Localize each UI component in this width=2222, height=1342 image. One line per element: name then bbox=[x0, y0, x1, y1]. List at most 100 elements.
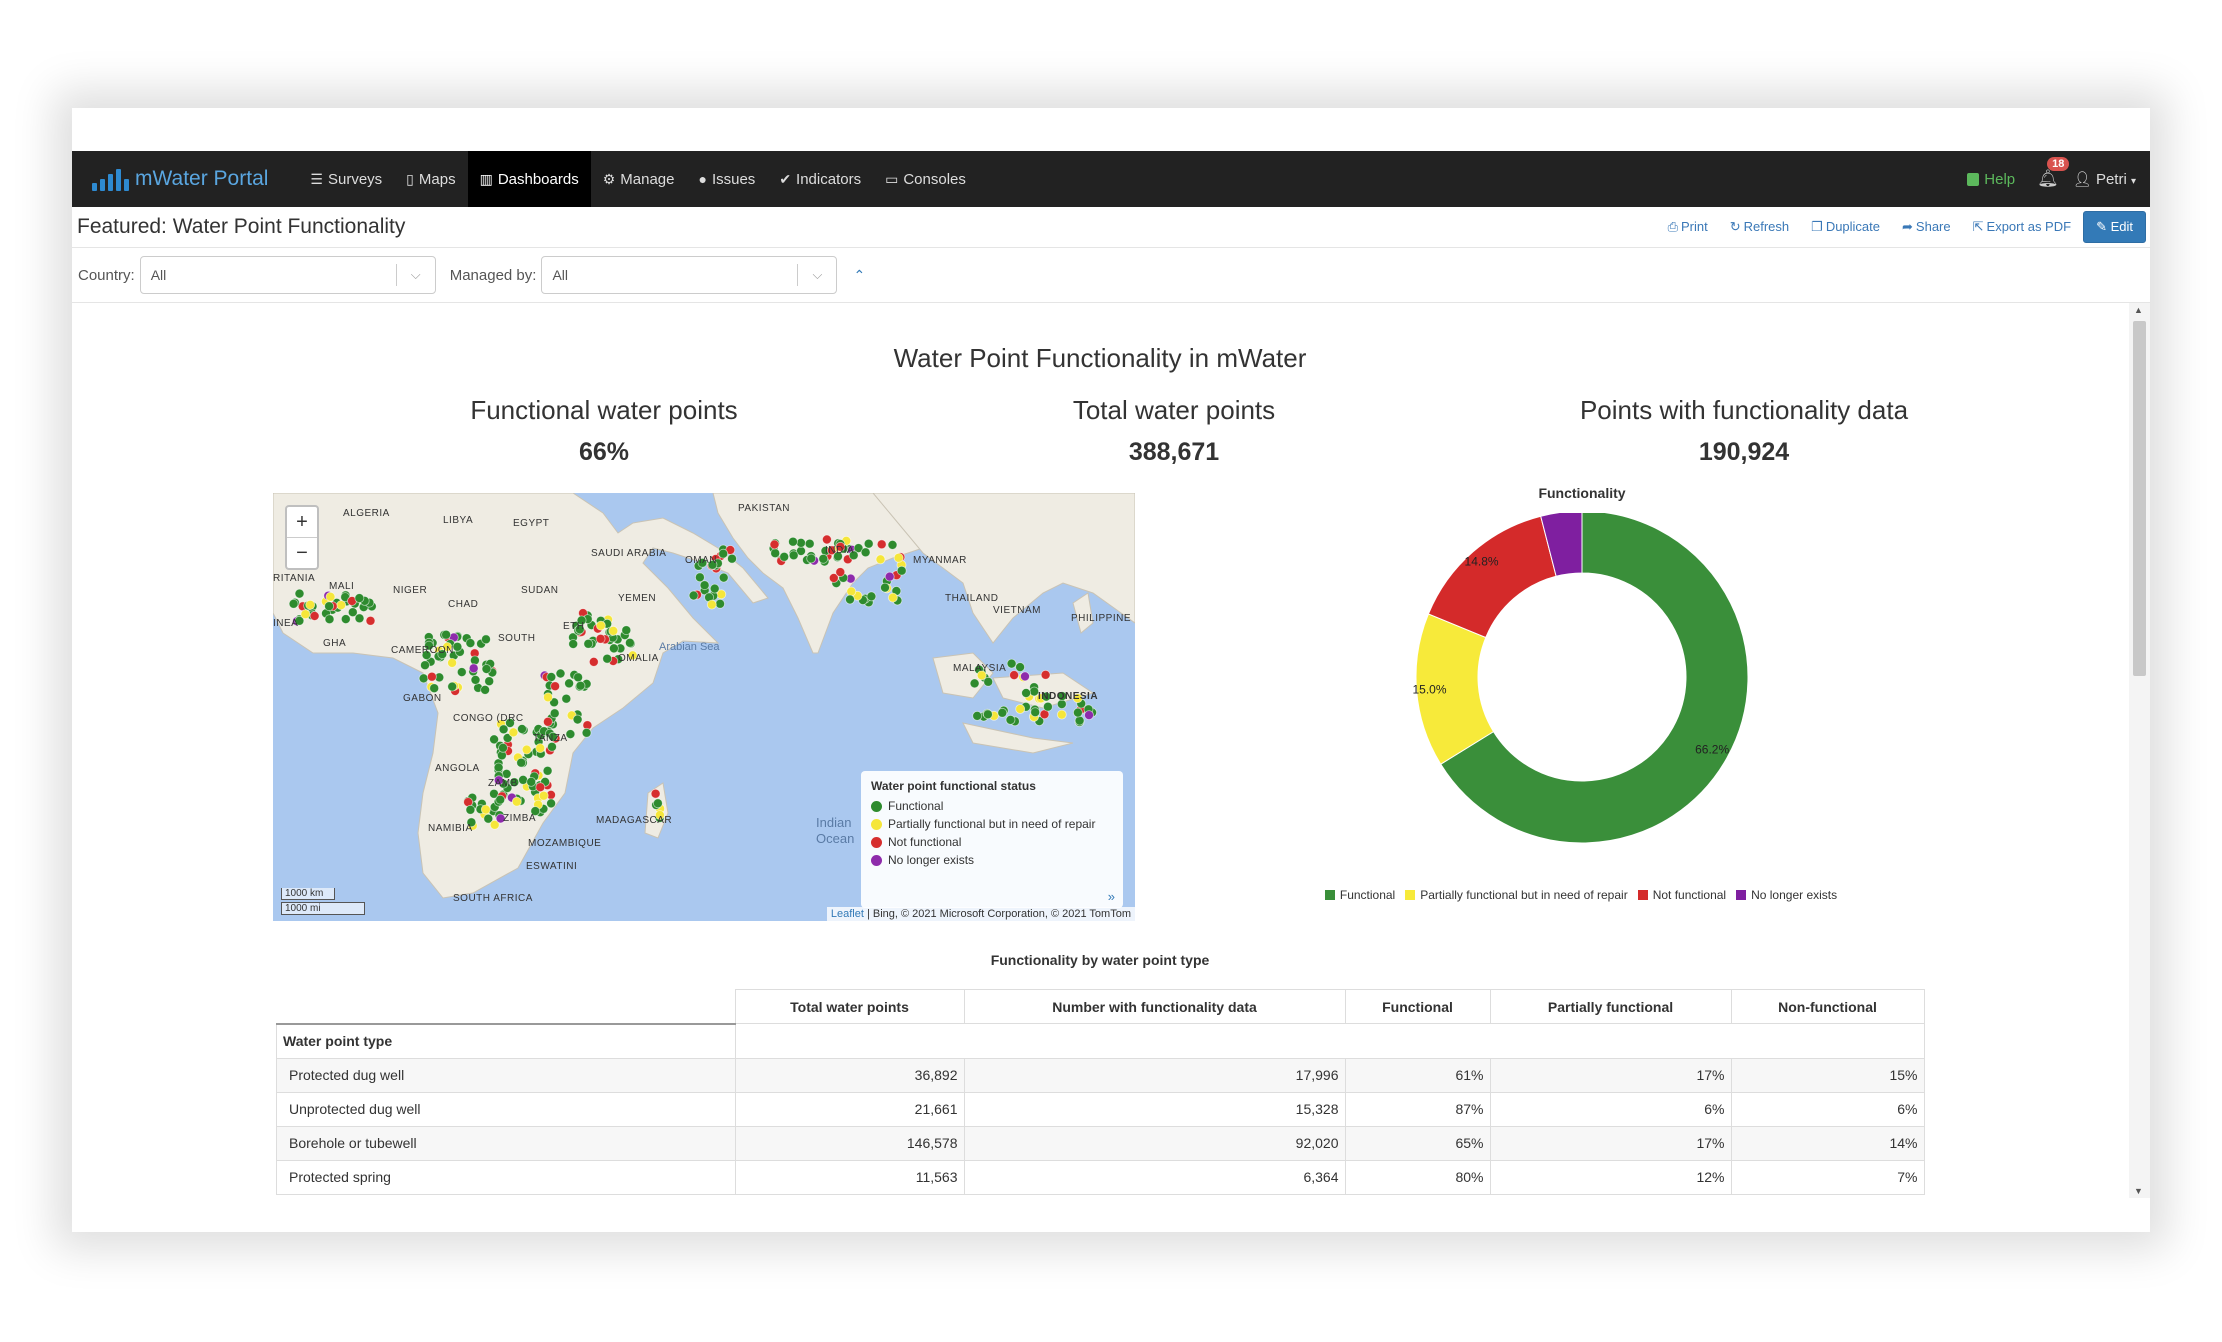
map-point[interactable] bbox=[429, 683, 440, 694]
map-point[interactable] bbox=[424, 640, 434, 651]
map-point[interactable] bbox=[468, 663, 479, 674]
map-point[interactable] bbox=[983, 676, 994, 687]
map-point[interactable] bbox=[997, 707, 1008, 718]
map-point[interactable] bbox=[884, 571, 895, 582]
map-point[interactable] bbox=[788, 536, 798, 547]
map-point[interactable] bbox=[1073, 707, 1083, 718]
map-point[interactable] bbox=[572, 714, 583, 725]
map-point[interactable] bbox=[796, 538, 806, 548]
slice-functional[interactable] bbox=[1440, 510, 1749, 844]
table-header[interactable]: Functional bbox=[1344, 989, 1491, 1024]
map-point[interactable] bbox=[608, 643, 619, 654]
map-point[interactable] bbox=[288, 598, 299, 609]
map-point[interactable] bbox=[325, 591, 336, 602]
map-point[interactable] bbox=[688, 590, 699, 601]
map-point[interactable] bbox=[880, 582, 890, 593]
content-scrollbar[interactable]: ▲ ▼ bbox=[2129, 303, 2150, 1198]
map-point[interactable] bbox=[480, 684, 491, 695]
map-point[interactable] bbox=[542, 716, 553, 727]
map-point[interactable] bbox=[530, 806, 541, 817]
map-point[interactable] bbox=[1041, 691, 1052, 702]
map-point[interactable] bbox=[694, 572, 705, 583]
map-point[interactable] bbox=[305, 599, 316, 610]
map-point[interactable] bbox=[650, 788, 661, 799]
map-point[interactable] bbox=[481, 664, 492, 674]
map-point[interactable] bbox=[518, 774, 529, 785]
map-point[interactable] bbox=[652, 798, 663, 809]
map-point[interactable] bbox=[548, 731, 558, 742]
map-point[interactable] bbox=[1084, 710, 1094, 721]
map-point[interactable] bbox=[354, 613, 365, 624]
map-point[interactable] bbox=[818, 553, 829, 564]
map-point[interactable] bbox=[699, 580, 710, 591]
map-point[interactable] bbox=[828, 573, 839, 583]
map-point[interactable] bbox=[1021, 688, 1031, 698]
map-point[interactable] bbox=[1006, 658, 1017, 669]
map-point[interactable] bbox=[697, 557, 708, 568]
slice-no-longer-exists[interactable] bbox=[1540, 510, 1583, 577]
map-point[interactable] bbox=[1056, 709, 1067, 720]
nav-issues[interactable]: ● Issues bbox=[686, 151, 767, 207]
map-point[interactable] bbox=[324, 614, 335, 625]
map-point[interactable] bbox=[535, 782, 546, 793]
map-point[interactable] bbox=[969, 678, 980, 689]
map-point[interactable] bbox=[420, 660, 430, 671]
nav-maps[interactable]: ▯ Maps bbox=[394, 151, 467, 207]
nav-manage[interactable]: ⚙ Manage bbox=[591, 151, 687, 207]
map-point[interactable] bbox=[715, 598, 726, 609]
map-point[interactable] bbox=[421, 650, 432, 661]
print-button[interactable]: ⎙ Print bbox=[1668, 219, 1708, 235]
map-point[interactable] bbox=[833, 551, 843, 562]
map-point[interactable] bbox=[564, 678, 575, 689]
map-point[interactable] bbox=[309, 611, 320, 621]
nav-surveys[interactable]: ☰ Surveys bbox=[298, 151, 394, 207]
table-header[interactable]: Number with functionality data bbox=[963, 989, 1346, 1024]
map-point[interactable] bbox=[466, 817, 477, 828]
map-point[interactable] bbox=[498, 742, 508, 753]
map-point[interactable] bbox=[718, 572, 729, 583]
map-point[interactable] bbox=[1072, 693, 1083, 704]
refresh-button[interactable]: ↻ Refresh bbox=[1730, 219, 1789, 235]
table-header[interactable]: Partially functional bbox=[1489, 989, 1732, 1024]
duplicate-button[interactable]: ❐ Duplicate bbox=[1811, 219, 1880, 235]
map-point[interactable] bbox=[972, 710, 983, 721]
map-point[interactable] bbox=[887, 540, 898, 550]
map-point[interactable] bbox=[835, 541, 846, 552]
map-point[interactable] bbox=[860, 547, 871, 558]
zoom-in-button[interactable]: + bbox=[296, 511, 308, 533]
map-point[interactable] bbox=[465, 804, 476, 815]
user-menu[interactable]: 👤︎ Petri ▾ bbox=[2073, 170, 2136, 188]
map-point[interactable] bbox=[706, 599, 717, 610]
map-point[interactable] bbox=[484, 676, 495, 687]
map-point[interactable] bbox=[543, 692, 553, 703]
scroll-down-icon[interactable]: ▼ bbox=[2134, 1186, 2143, 1196]
map-point[interactable] bbox=[718, 548, 729, 559]
map-point[interactable] bbox=[441, 629, 452, 640]
map-point[interactable] bbox=[983, 709, 993, 720]
map-point[interactable] bbox=[452, 641, 463, 652]
export-pdf-button[interactable]: ⇱ Export as PDF bbox=[1973, 219, 2071, 235]
map-point[interactable] bbox=[489, 734, 500, 745]
map-point[interactable] bbox=[707, 559, 718, 570]
map-point[interactable] bbox=[447, 681, 458, 692]
map-point[interactable] bbox=[595, 633, 606, 644]
map-point[interactable] bbox=[863, 538, 874, 549]
map-point[interactable] bbox=[538, 790, 549, 801]
map-point[interactable] bbox=[447, 657, 458, 668]
map-point[interactable] bbox=[456, 667, 467, 678]
map-point[interactable] bbox=[1030, 707, 1041, 718]
map-point[interactable] bbox=[546, 798, 557, 809]
country-filter-select[interactable]: All ⌵ bbox=[139, 256, 436, 294]
table-header[interactable]: Non-functional bbox=[1730, 989, 1925, 1024]
map-point[interactable] bbox=[627, 650, 638, 661]
map-point[interactable] bbox=[573, 672, 584, 683]
map-point[interactable] bbox=[822, 534, 832, 545]
map-point[interactable] bbox=[418, 673, 429, 684]
map-point[interactable] bbox=[1009, 670, 1019, 681]
map-point[interactable] bbox=[489, 819, 500, 830]
map-point[interactable] bbox=[481, 634, 491, 645]
map-point[interactable] bbox=[574, 624, 585, 635]
map-point[interactable] bbox=[354, 593, 365, 603]
slice-not-functional[interactable] bbox=[1427, 515, 1557, 639]
share-button[interactable]: ➦ Share bbox=[1902, 219, 1951, 235]
